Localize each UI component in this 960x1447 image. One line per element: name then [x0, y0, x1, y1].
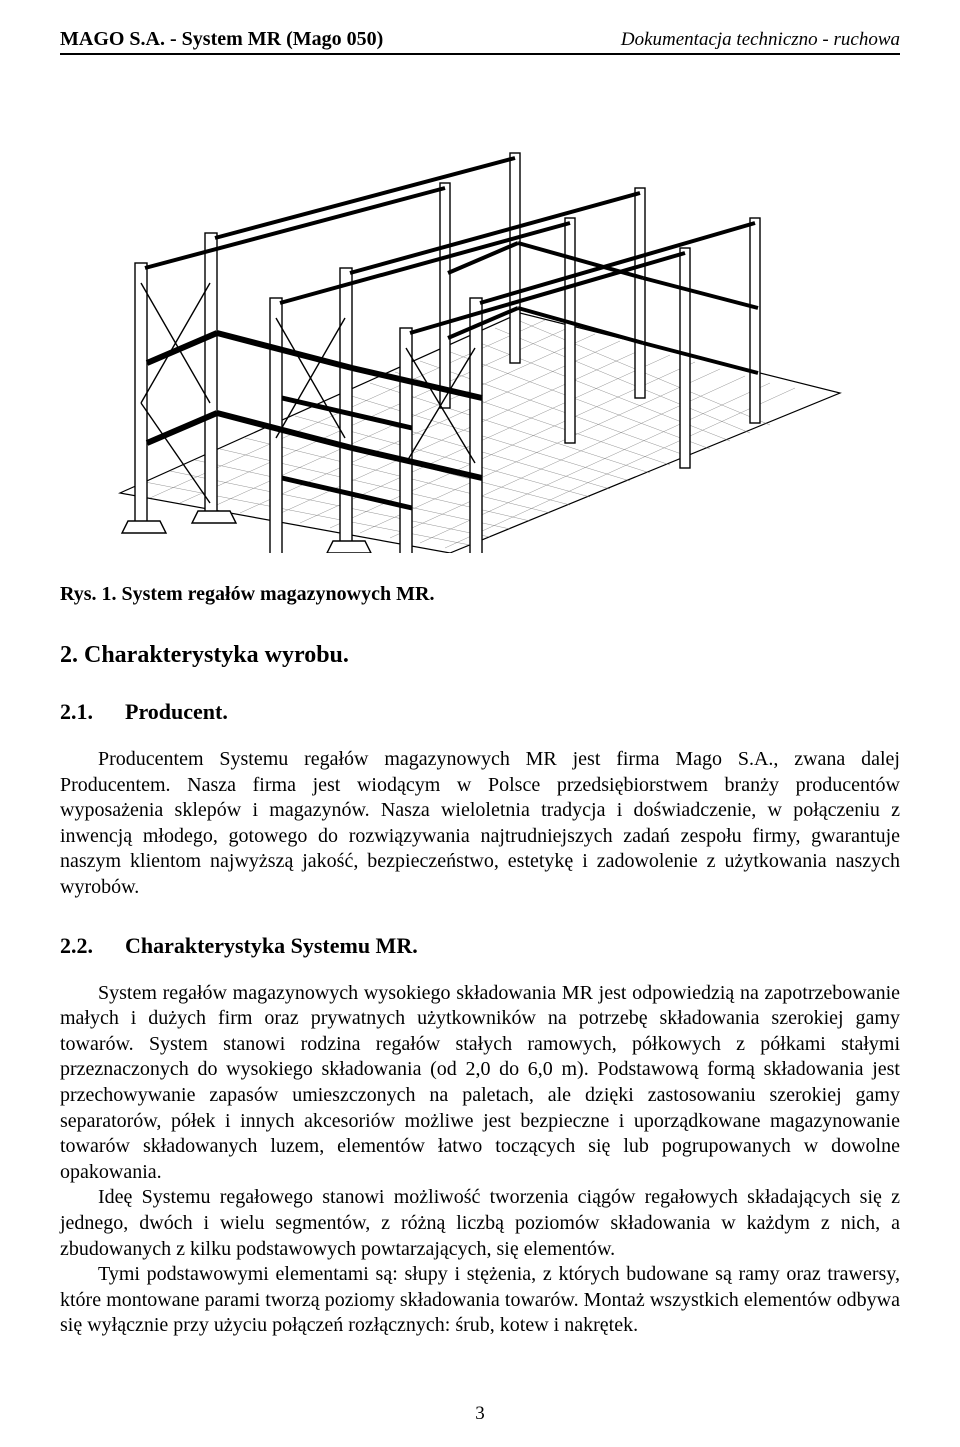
figure-caption: Rys. 1. System regałów magazynowych MR. [60, 583, 900, 606]
section-2-2-num: 2.2. [60, 933, 125, 959]
section-2-heading: 2. Charakterystyka wyrobu. [60, 642, 900, 669]
section-2-1-heading: 2.1.Producent. [60, 699, 900, 725]
section-2-2-title: Charakterystyka Systemu MR. [125, 933, 418, 958]
section-2-2-body: System regałów magazynowych wysokiego sk… [60, 981, 900, 1339]
document-page: MAGO S.A. - System MR (Mago 050) Dokumen… [0, 0, 960, 1447]
rack-system-illustration [90, 93, 870, 553]
page-header: MAGO S.A. - System MR (Mago 050) Dokumen… [60, 28, 900, 55]
section-2-2-p1: System regałów magazynowych wysokiego sk… [60, 981, 900, 1186]
header-right: Dokumentacja techniczno - ruchowa [621, 29, 900, 51]
section-2-2-heading: 2.2.Charakterystyka Systemu MR. [60, 933, 900, 959]
section-2-1-title: Producent. [125, 699, 228, 724]
header-left: MAGO S.A. - System MR (Mago 050) [60, 28, 383, 51]
section-2-1-body: Producentem Systemu regałów magazynowych… [60, 747, 900, 901]
section-2-2-p3: Tymi podstawowymi elementami są: słupy i… [60, 1262, 900, 1339]
page-number: 3 [0, 1403, 960, 1425]
section-2-1-num: 2.1. [60, 699, 125, 725]
figure-rack-system [60, 83, 900, 563]
section-2-2-p2: Ideę Systemu regałowego stanowi możliwoś… [60, 1185, 900, 1262]
